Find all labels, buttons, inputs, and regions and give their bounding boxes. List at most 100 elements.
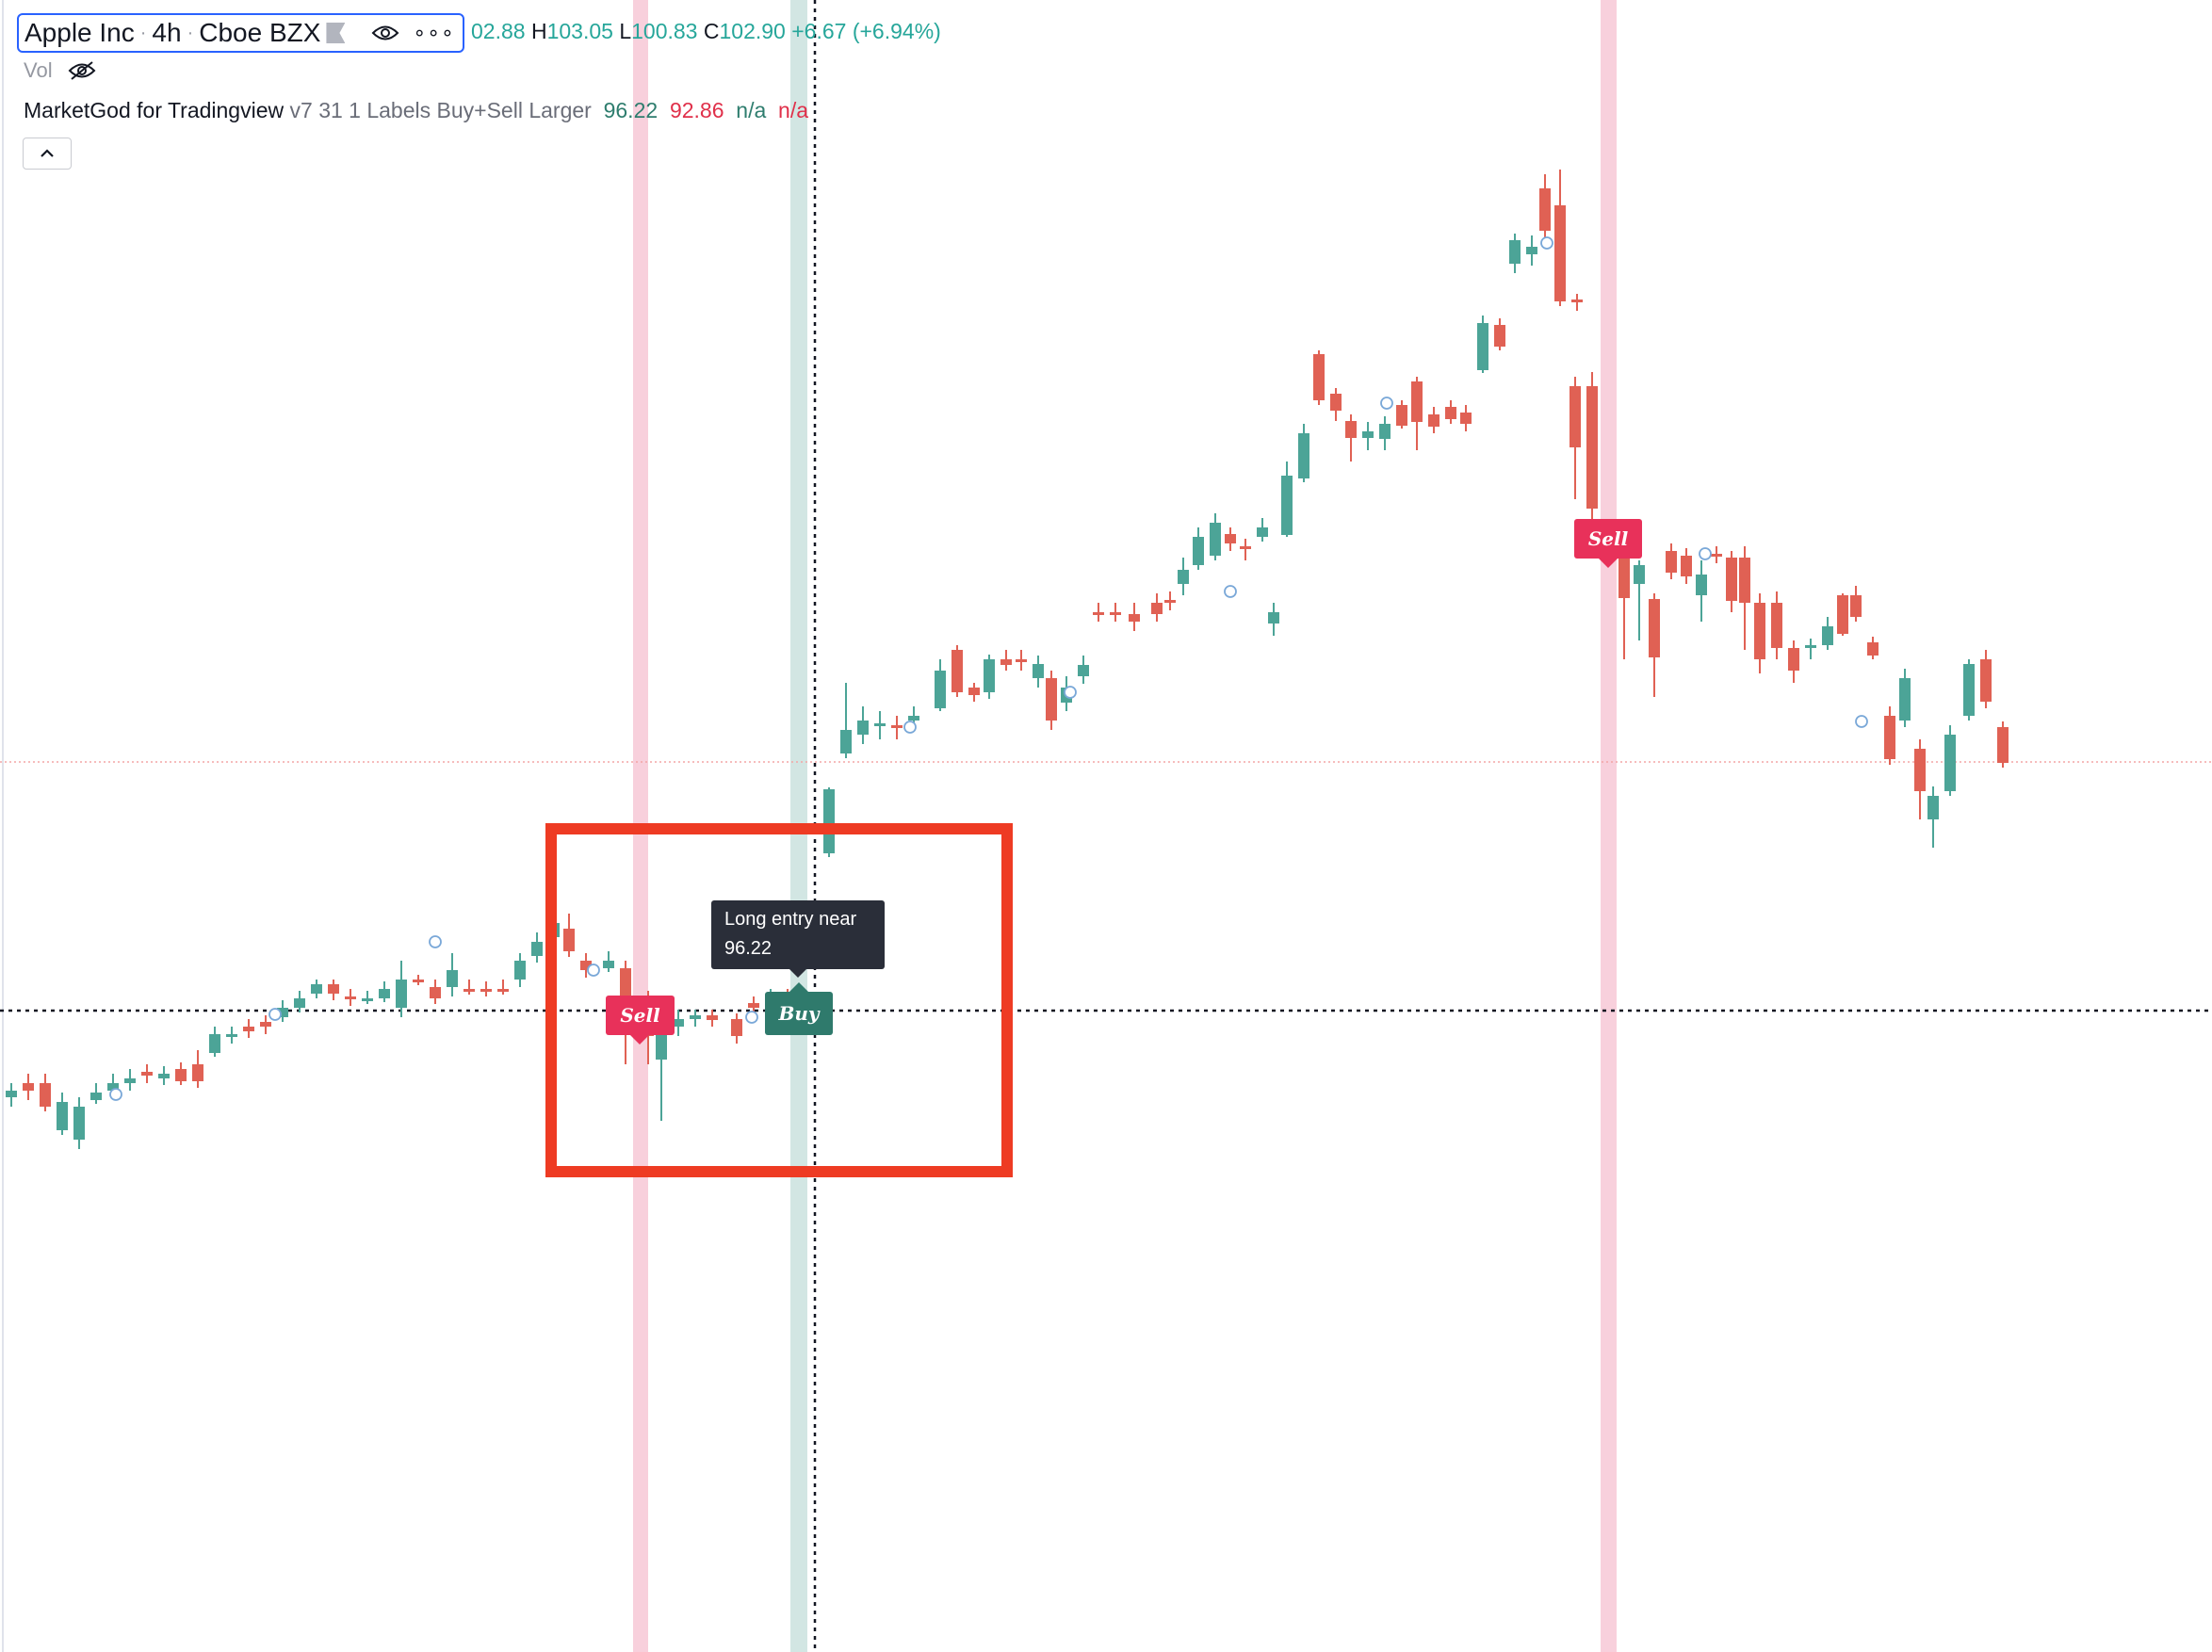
- candle-body: [1129, 614, 1140, 622]
- candle-body: [1554, 205, 1566, 301]
- candle-body: [620, 968, 631, 998]
- eye-slash-icon[interactable]: [68, 60, 96, 81]
- candle-body: [464, 989, 475, 992]
- tooltip-line-2: 96.22: [724, 938, 773, 959]
- eye-icon[interactable]: [371, 23, 399, 43]
- candle-body: [124, 1078, 136, 1083]
- candle-body: [6, 1091, 17, 1097]
- candle-body: [40, 1083, 51, 1107]
- buy-signal-text: Buy: [778, 1002, 820, 1025]
- candle-body: [430, 987, 441, 998]
- candle-body: [260, 1022, 271, 1027]
- candle-body: [1914, 749, 1926, 791]
- candle-body: [1268, 612, 1279, 624]
- exchange: Cboe BZX: [199, 18, 321, 47]
- flag-icon[interactable]: [326, 23, 346, 43]
- sell-signal-label: Sell: [1574, 519, 1642, 559]
- indicator-value-1: 96.22: [603, 98, 659, 122]
- candle-body: [1754, 603, 1765, 659]
- candle-body: [1193, 537, 1204, 565]
- candle-body: [1805, 645, 1816, 648]
- candle-body: [1225, 534, 1236, 543]
- candle-body: [1649, 599, 1660, 657]
- candle-body: [1411, 381, 1423, 422]
- candle-body: [857, 721, 869, 735]
- volume-legend[interactable]: Vol: [24, 58, 96, 83]
- candle-body: [1330, 394, 1342, 411]
- indicator-circle: [109, 1088, 122, 1101]
- indicator-circle: [903, 721, 917, 734]
- candle-body: [1240, 546, 1251, 549]
- signal-tooltip: Long entry near 96.22: [711, 900, 885, 969]
- indicator-circle: [1540, 236, 1553, 250]
- candle-body: [891, 725, 903, 728]
- candle-body: [1345, 421, 1357, 438]
- candle-body: [1997, 727, 2009, 763]
- candle-body: [1313, 354, 1325, 400]
- candle-body: [968, 688, 980, 695]
- candle-body: [1788, 648, 1799, 671]
- candle-body: [874, 723, 886, 726]
- candle-body: [1696, 575, 1707, 595]
- candle-body: [1570, 386, 1581, 447]
- chevron-up-icon: [41, 149, 54, 157]
- candle-body: [413, 980, 424, 982]
- volume-label: Vol: [24, 58, 53, 82]
- candle-body: [1711, 554, 1722, 557]
- more-dots-icon[interactable]: ∘∘∘: [413, 21, 455, 44]
- sell-signal-label: Sell: [606, 996, 675, 1035]
- sell-signal-text: Sell: [1587, 527, 1629, 550]
- high-key: H: [530, 19, 547, 43]
- candle-body: [294, 998, 305, 1008]
- candle-body: [840, 730, 852, 753]
- high-value: 103.05: [546, 19, 613, 43]
- candle-body: [1726, 558, 1737, 601]
- candle-body: [1927, 796, 1939, 819]
- candle-body: [580, 961, 592, 970]
- candle-body: [531, 942, 543, 956]
- indicator-circle: [268, 1008, 282, 1021]
- collapse-legend-button[interactable]: [23, 138, 72, 170]
- candle-body: [1771, 603, 1782, 648]
- candle-body: [1899, 678, 1911, 721]
- candle-body: [141, 1072, 153, 1076]
- candle-body: [951, 650, 963, 692]
- indicator-circle: [1855, 715, 1868, 728]
- symbol-legend[interactable]: Apple Inc · 4h · Cboe BZX ∘∘∘: [17, 13, 464, 53]
- close-key: C: [703, 19, 720, 43]
- candle-body: [480, 989, 492, 992]
- indicator-params: v7 31 1 Labels Buy+Sell Larger: [289, 98, 592, 122]
- candle-body: [1093, 612, 1104, 615]
- candle-body: [192, 1064, 203, 1081]
- candle-body: [1210, 523, 1221, 556]
- candle-body: [1944, 735, 1956, 791]
- indicator-value-3: n/a: [736, 98, 767, 122]
- sell-signal-pointer: [1599, 559, 1618, 568]
- candle-body: [823, 789, 835, 853]
- candle-body: [1460, 413, 1472, 424]
- candle-body: [1850, 595, 1862, 617]
- candle-body: [935, 671, 946, 708]
- candle-body: [1000, 659, 1012, 665]
- indicator-legend[interactable]: MarketGod for Tradingview v7 31 1 Labels…: [24, 98, 808, 123]
- candle-body: [328, 984, 339, 994]
- candle-body: [362, 998, 373, 1001]
- close-value: 102.90: [719, 19, 786, 43]
- candle-body: [1257, 527, 1268, 537]
- candle-body: [1980, 659, 1992, 702]
- candle-body: [1396, 405, 1407, 426]
- candle-body: [731, 1019, 742, 1036]
- sell-signal-text: Sell: [620, 1004, 660, 1027]
- indicator-circle: [1380, 397, 1393, 410]
- legend-separator: ·: [139, 22, 147, 43]
- candle-body: [23, 1083, 34, 1091]
- candle-body: [1681, 556, 1692, 576]
- candle-body: [1178, 570, 1189, 584]
- candle-body: [1046, 678, 1057, 721]
- low-value: 100.83: [631, 19, 698, 43]
- candle-body: [984, 659, 995, 692]
- interval: 4h: [152, 18, 182, 47]
- candle-body: [1618, 546, 1630, 598]
